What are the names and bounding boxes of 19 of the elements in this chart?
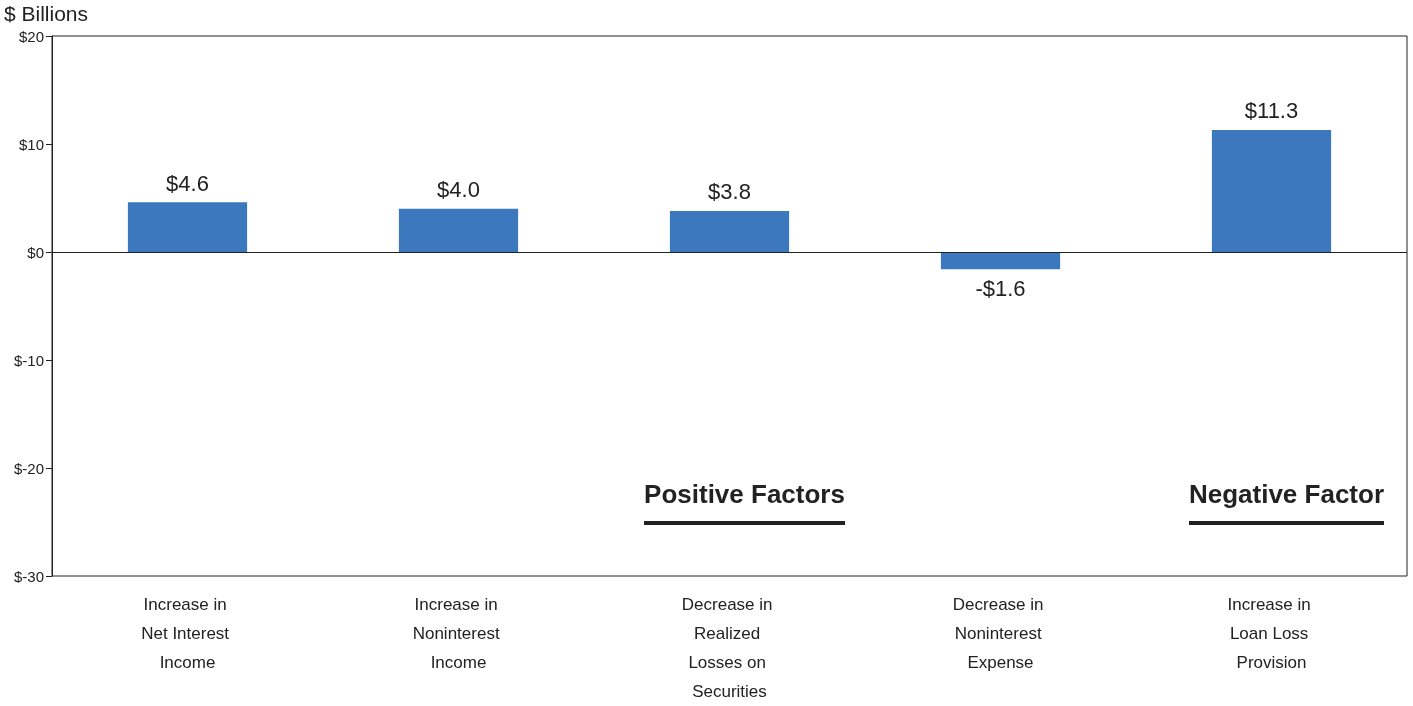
y-tick-label: $-10 <box>13 351 44 369</box>
y-tick-label: $0 <box>27 243 44 261</box>
y-tick-label: $-30 <box>13 567 44 585</box>
annotation: Negative Factor <box>1188 478 1385 525</box>
x-tick-label: Decrease in Realized Losses on Securities <box>681 595 778 701</box>
y-tick-label: $10 <box>18 135 44 153</box>
y-axis-title: $ Billions <box>4 2 89 25</box>
y-tick-label: $-20 <box>13 459 44 477</box>
y-tick-label: $20 <box>18 27 44 45</box>
x-tick-label: Decrease in Noninterest Expense <box>952 595 1049 672</box>
data-label: $3.8 <box>708 179 751 205</box>
data-label: -$1.6 <box>975 275 1026 301</box>
x-tick-label: Increase in Loan Loss Provision <box>1227 595 1316 672</box>
annotation: Positive Factors <box>644 478 845 525</box>
data-label: $11.3 <box>1244 98 1299 124</box>
data-label: $4.6 <box>166 170 209 196</box>
x-tick-label: Increase in Net Interest Income <box>141 595 234 672</box>
x-tick-label: Increase in Noninterest Income <box>412 595 505 672</box>
data-label: $4.0 <box>437 177 480 203</box>
